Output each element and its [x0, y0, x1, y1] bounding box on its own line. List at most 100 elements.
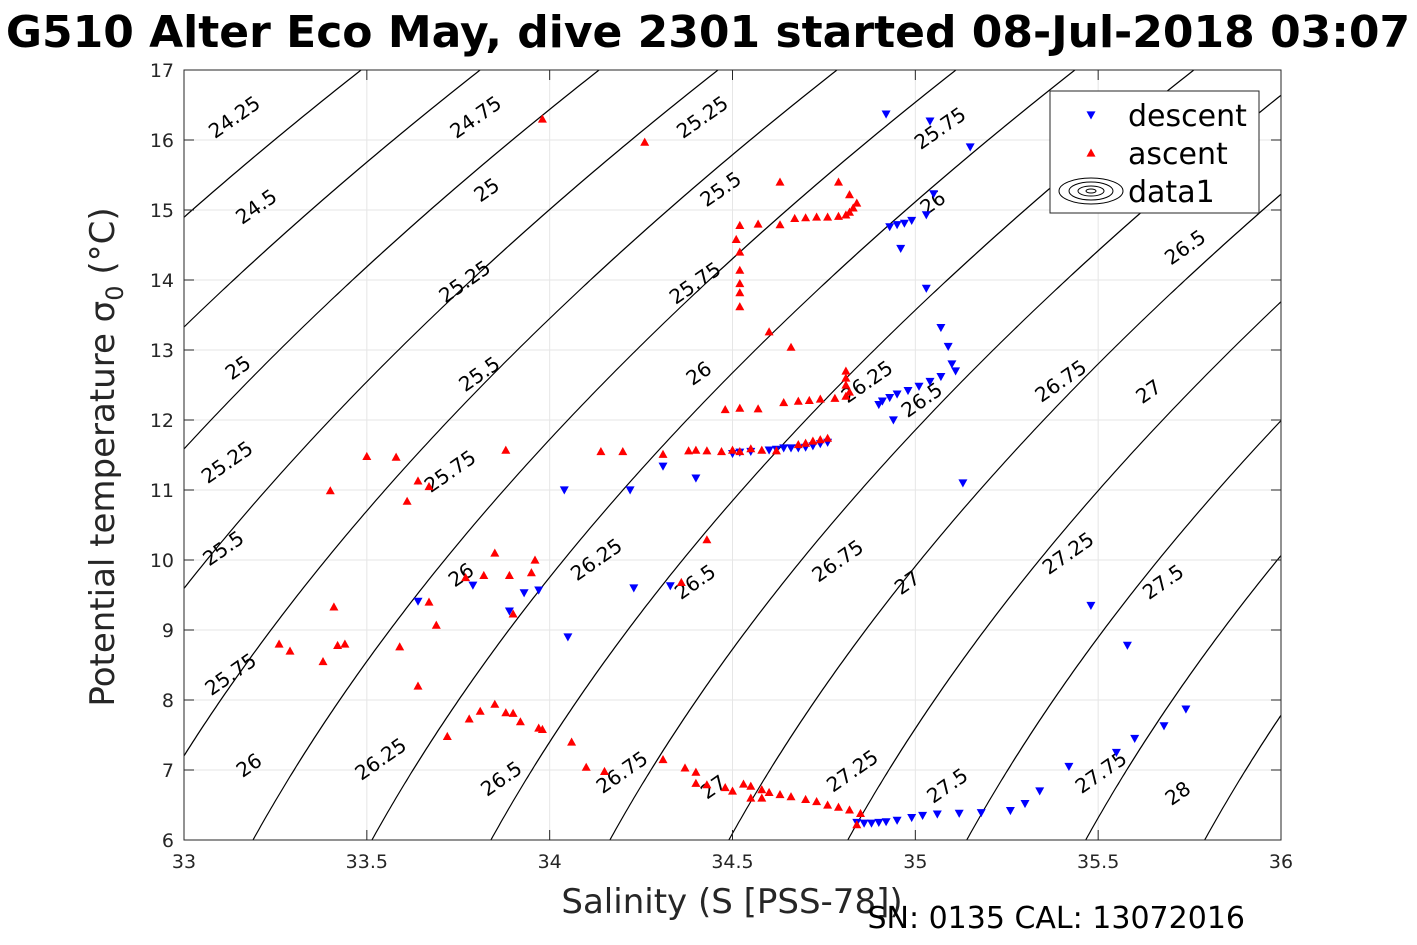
- ascent-point: [442, 731, 452, 740]
- descent-point: [947, 360, 957, 369]
- ascent-point: [526, 568, 536, 577]
- y-axis-label: Potential temperature σ0 (°C): [83, 207, 129, 706]
- descent-point: [559, 486, 569, 495]
- x-tick-label: 35: [903, 851, 927, 873]
- chart-title: G510 Alter Eco May, dive 2301 started 08…: [6, 7, 1410, 58]
- ascent-point: [834, 211, 843, 220]
- y-tick-label: 17: [150, 60, 174, 82]
- y-tick-label: 16: [150, 130, 174, 152]
- ascent-point: [461, 573, 471, 582]
- descent-point: [899, 219, 909, 228]
- ascent-point: [424, 597, 434, 606]
- y-tick-label: 15: [150, 200, 174, 222]
- ascent-point: [329, 602, 339, 611]
- density-contour-line: [847, 300, 1281, 840]
- ascent-point: [812, 797, 822, 806]
- ascent-point: [764, 787, 774, 796]
- ascent-point: [757, 793, 767, 802]
- legend-box: [1049, 90, 1260, 214]
- x-tick-label: 33: [172, 851, 196, 873]
- ascent-point: [691, 445, 701, 454]
- ascent-point: [808, 436, 818, 445]
- descent-point: [892, 816, 902, 825]
- density-contour-line: [252, 70, 957, 840]
- density-contour-line: [184, 70, 838, 757]
- descent-point: [896, 244, 906, 253]
- descent-point: [859, 819, 869, 828]
- y-tick-label: 14: [150, 270, 174, 292]
- descent-point: [563, 633, 573, 642]
- ascent-point: [841, 373, 851, 382]
- ascent-point: [812, 212, 822, 221]
- ascent-point: [830, 393, 840, 402]
- descent-point: [504, 607, 514, 616]
- ascent-point: [596, 447, 606, 456]
- ascent-point: [746, 793, 756, 802]
- ascent-point: [841, 380, 851, 389]
- descent-point: [936, 324, 946, 333]
- y-tick-label: 13: [150, 340, 174, 362]
- ascent-point: [431, 620, 441, 629]
- y-tick-label: 12: [150, 410, 174, 432]
- data-points: [274, 110, 1191, 829]
- descent-point: [929, 190, 939, 199]
- ascent-point: [757, 445, 767, 454]
- legend-label-descent: descent: [1128, 99, 1247, 134]
- descent-point: [892, 390, 902, 399]
- descent-point: [629, 584, 639, 593]
- descent-point: [867, 819, 876, 828]
- density-contours: [184, 70, 1281, 840]
- ascent-point: [691, 767, 701, 776]
- ascent-point: [852, 820, 862, 829]
- descent-point: [921, 211, 931, 220]
- ascent-point: [475, 706, 485, 715]
- legend-label-ascent: ascent: [1128, 137, 1228, 172]
- y-tick-label: 6: [162, 830, 174, 852]
- descent-point: [914, 382, 924, 391]
- legend-contour-icon: [1077, 185, 1105, 197]
- descent-point: [874, 818, 884, 827]
- ascent-point: [735, 302, 745, 311]
- ascent-point: [786, 342, 796, 351]
- ascent-point: [735, 447, 745, 456]
- descent-point: [779, 444, 789, 453]
- ascent-point: [731, 234, 741, 243]
- descent-point: [764, 446, 774, 455]
- ascent-point: [815, 394, 825, 403]
- ascent-point: [537, 724, 547, 733]
- descent-point: [951, 367, 961, 376]
- serial-calibration-note: SN: 0135 CAL: 13072016: [867, 901, 1245, 936]
- ascent-point: [581, 762, 591, 771]
- ascent-point: [801, 794, 811, 803]
- ascent-point: [735, 403, 745, 412]
- ascent-point: [537, 114, 547, 123]
- ascent-point: [402, 496, 412, 505]
- descent-point: [907, 814, 917, 823]
- descent-point: [903, 387, 913, 396]
- descent-point: [1086, 601, 1096, 610]
- descent-point: [1035, 787, 1045, 796]
- descent-point: [519, 589, 529, 598]
- ascent-point: [779, 398, 789, 407]
- descent-point: [413, 597, 423, 606]
- ascent-point: [786, 792, 796, 801]
- descent-point: [932, 810, 942, 819]
- ascent-point: [567, 737, 577, 746]
- descent-point: [925, 117, 935, 126]
- ascent-point: [340, 639, 350, 648]
- ascent-point: [841, 391, 851, 400]
- descent-point: [976, 809, 986, 818]
- ascent-point: [801, 438, 811, 447]
- ascent-point: [852, 198, 862, 207]
- ascent-point: [735, 279, 745, 288]
- density-contour-line: [184, 70, 719, 590]
- descent-point: [658, 462, 668, 471]
- ascent-point: [728, 786, 737, 795]
- density-contour-line: [966, 419, 1281, 840]
- ascent-point: [815, 435, 825, 444]
- ascent-point: [490, 548, 500, 557]
- y-tick-label: 8: [162, 690, 174, 712]
- ascent-point: [684, 446, 694, 455]
- descent-point: [625, 486, 635, 495]
